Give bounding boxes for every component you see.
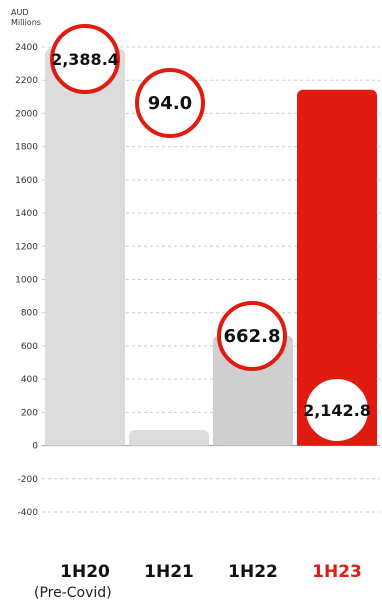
y-tick-label-2200: 2200	[15, 76, 38, 86]
y-tick-label--400: -400	[18, 508, 39, 518]
value-label-1h20: 2,388.4	[51, 50, 119, 69]
category-label-1h21: 1H21	[144, 562, 194, 582]
unit-label-scale: Millions	[11, 18, 41, 27]
bar-base-1h21	[129, 435, 209, 446]
value-circle-1h20	[50, 24, 120, 94]
unit-label-currency: AUD	[11, 8, 29, 17]
value-label-1h21: 94.0	[148, 93, 192, 114]
y-tick-label-600: 600	[21, 342, 38, 352]
value-label-1h23: 2,142.8	[303, 401, 371, 420]
y-tick-label-200: 200	[21, 408, 38, 418]
category-subtitle-pre-covid: (Pre-Covid)	[34, 585, 112, 601]
y-tick-label-1600: 1600	[15, 176, 38, 186]
y-tick-label-800: 800	[21, 309, 38, 319]
category-label-1h23: 1H23	[312, 562, 362, 582]
y-tick-label-2400: 2400	[15, 43, 38, 53]
y-tick-label--200: -200	[18, 475, 39, 485]
category-label-1h20: 1H20	[60, 562, 110, 582]
value-circle-1h22	[217, 301, 287, 371]
y-tick-label-1200: 1200	[15, 242, 38, 252]
y-tick-label-2000: 2000	[15, 109, 38, 119]
y-tick-label-400: 400	[21, 375, 38, 385]
category-label-1h22: 1H22	[228, 562, 278, 582]
value-label-1h22: 662.8	[224, 326, 281, 347]
y-tick-label-1000: 1000	[15, 276, 38, 286]
y-tick-label-1400: 1400	[15, 209, 38, 219]
y-tick-label-0: 0	[32, 442, 38, 452]
bar-base-1h20	[45, 54, 125, 446]
value-circle-1h23	[302, 375, 372, 445]
y-tick-label-1800: 1800	[15, 143, 38, 153]
value-circle-1h21	[135, 68, 205, 138]
